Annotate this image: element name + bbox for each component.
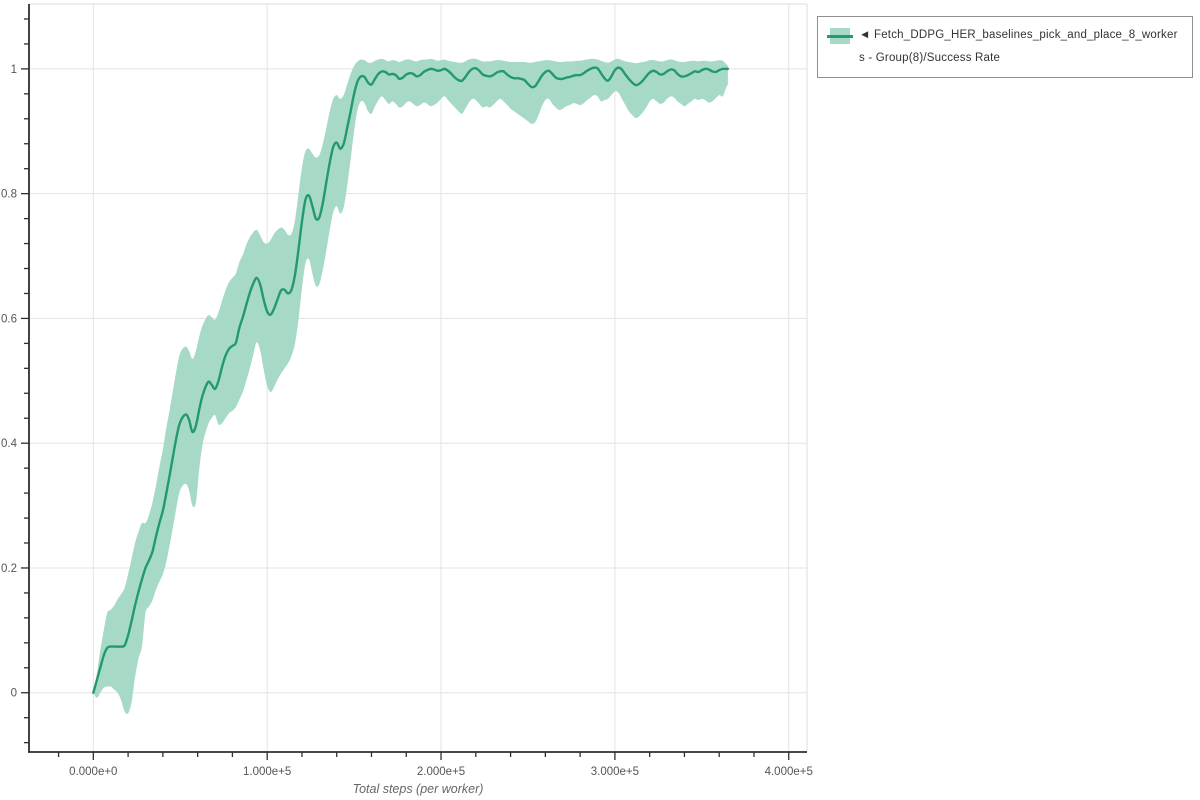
x-tick-label: 1.000e+5	[243, 766, 291, 778]
legend-swatch-icon	[827, 28, 853, 44]
y-tick-label: 0.4	[1, 438, 18, 450]
legend-label: ◄ Fetch_DDPG_HER_baselines_pick_and_plac…	[859, 24, 1178, 70]
legend-label-line2: s - Group(8)/Success Rate	[859, 52, 1001, 64]
x-tick-label: 4.000e+5	[765, 766, 813, 778]
y-tick-label: 1	[11, 64, 17, 76]
legend: ◄ Fetch_DDPG_HER_baselines_pick_and_plac…	[817, 16, 1193, 78]
y-tick-label: 0	[11, 688, 17, 700]
y-tick-label: 0.2	[1, 563, 17, 575]
x-tick-label: 3.000e+5	[591, 766, 639, 778]
legend-label-line1: ◄ Fetch_DDPG_HER_baselines_pick_and_plac…	[859, 29, 1178, 41]
x-tick-label: 0.000e+0	[69, 766, 117, 778]
legend-item[interactable]: ◄ Fetch_DDPG_HER_baselines_pick_and_plac…	[827, 24, 1184, 70]
series-line	[92, 66, 730, 694]
x-axis-title: Total steps (per worker)	[352, 782, 484, 796]
y-tick-label: 0.6	[1, 313, 17, 325]
y-tick-label: 0.8	[1, 189, 17, 201]
confidence-band	[93, 58, 728, 715]
x-tick-label: 2.000e+5	[417, 766, 465, 778]
legend-line-swatch-icon	[827, 34, 853, 38]
